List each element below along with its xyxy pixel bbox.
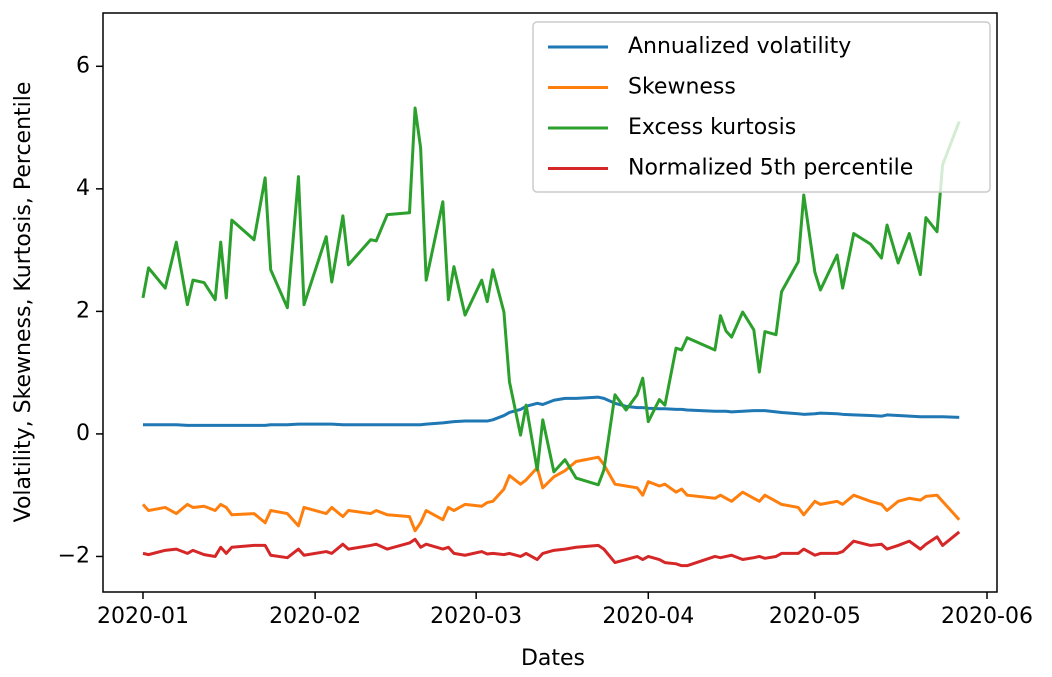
y-tick-label: 2 — [76, 298, 90, 323]
legend-label: Skewness — [628, 75, 736, 100]
legend-label: Normalized 5th percentile — [628, 156, 913, 181]
legend-box — [532, 21, 991, 193]
y-tick-label: 4 — [76, 176, 90, 201]
y-axis-label: Volatility, Skewness, Kurtosis, Percenti… — [11, 82, 36, 523]
y-tick-label: −2 — [58, 543, 90, 568]
series-line — [142, 395, 960, 427]
series-line — [141, 455, 961, 533]
x-tick-label: 2020-04 — [602, 604, 694, 629]
y-tick-label: 6 — [76, 53, 90, 78]
y-tick-label: 0 — [76, 421, 90, 446]
series-line — [142, 530, 961, 568]
legend-label: Annualized volatility — [628, 34, 851, 59]
legend-label: Excess kurtosis — [628, 115, 796, 140]
x-tick-label: 2020-06 — [941, 604, 1033, 629]
plot-frame — [102, 12, 998, 593]
x-tick-label: 2020-01 — [97, 604, 189, 629]
x-axis-label: Dates — [521, 646, 585, 671]
x-tick-label: 2020-05 — [769, 604, 861, 629]
x-tick-label: 2020-03 — [430, 604, 522, 629]
series-line — [141, 106, 961, 487]
x-tick-label: 2020-02 — [269, 604, 361, 629]
